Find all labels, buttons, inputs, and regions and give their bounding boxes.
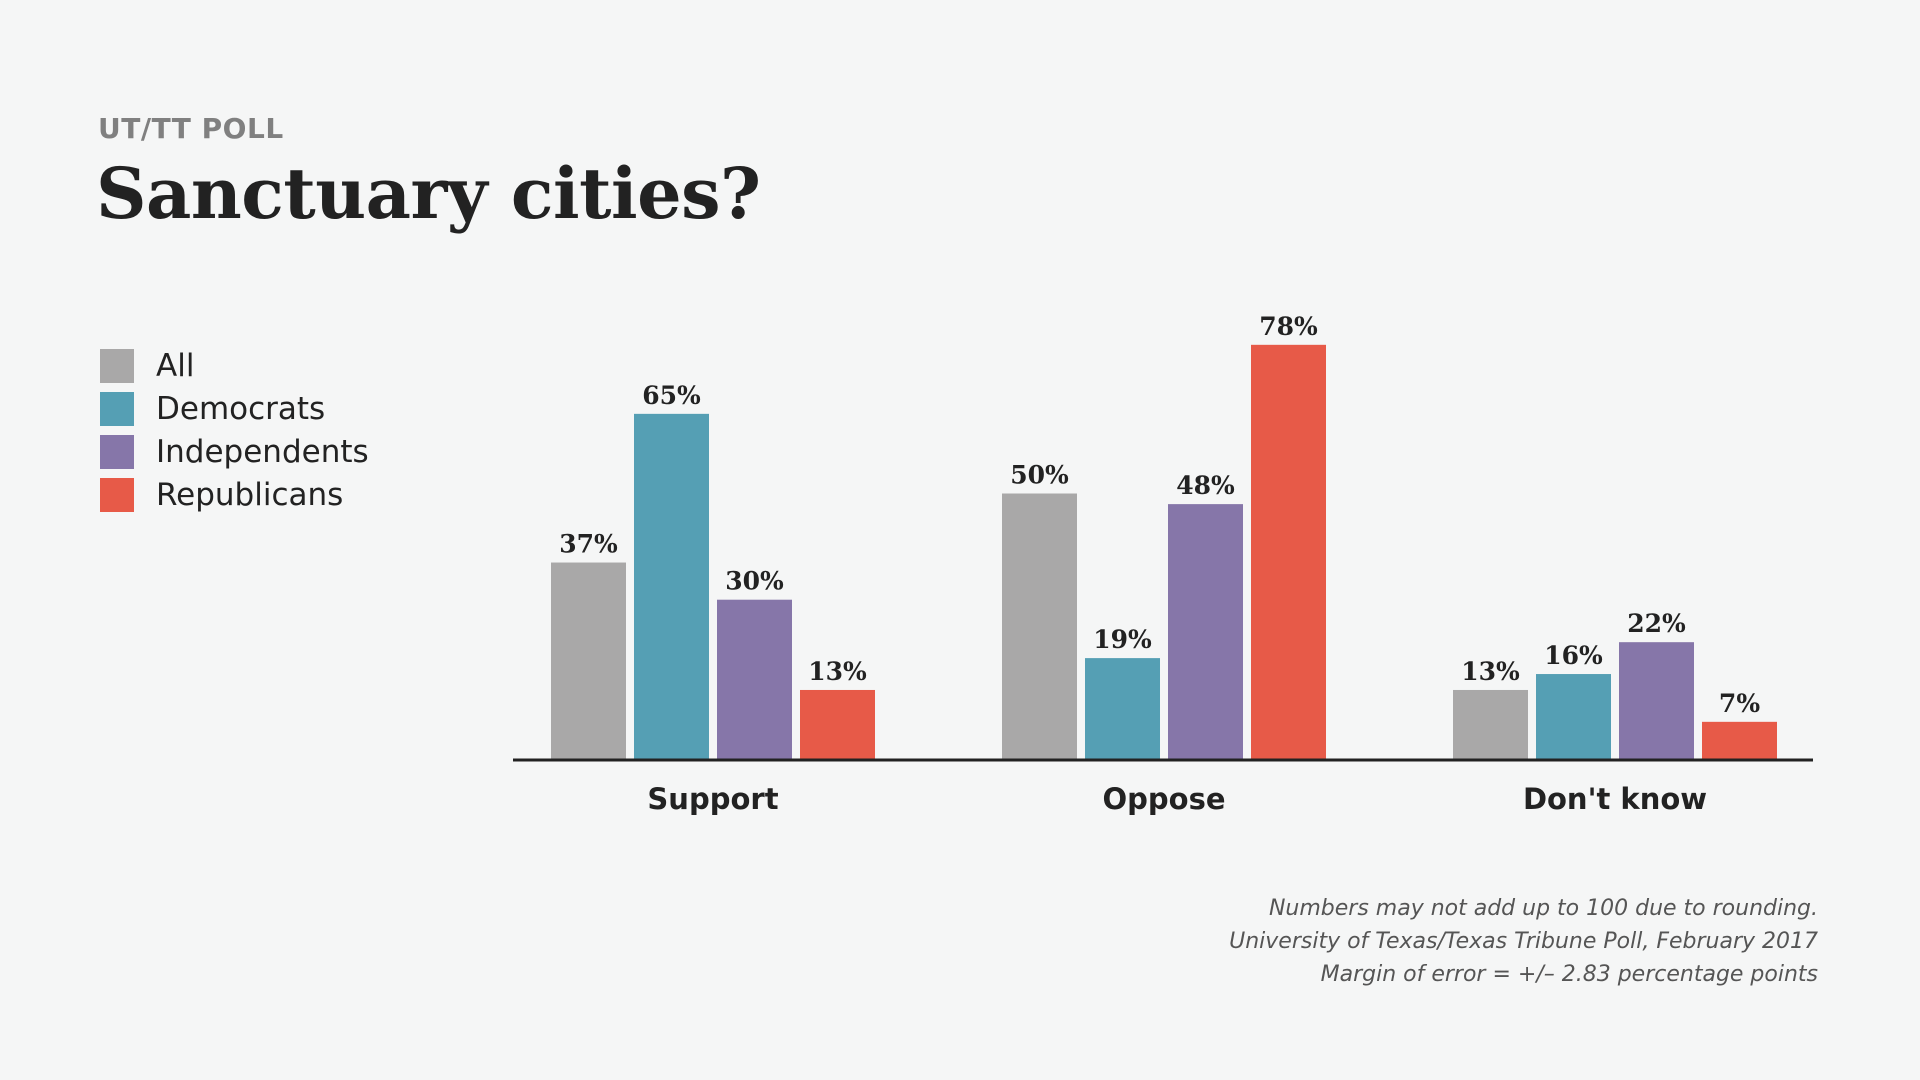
legend-swatch-independents [100,434,134,469]
note-source: University of Texas/Texas Tribune Poll, … [1229,929,1818,954]
bar-support-republicans [800,689,875,759]
legend-swatch-democrats [100,391,134,426]
data-label-don-t-know-democrats: 16% [1544,641,1603,670]
legend-label-independents: Independents [156,433,369,470]
legend-swatch-all [100,348,134,383]
bar-support-democrats [634,413,709,759]
legend-item-independents: Independents [100,430,369,473]
bar-oppose-independents [1168,504,1243,759]
chart-notes: Numbers may not add up to 100 due to rou… [1229,892,1818,991]
data-label-don-t-know-all: 13% [1461,657,1520,686]
data-label-don-t-know-republicans: 7% [1719,689,1760,718]
data-label-support-independents: 30% [725,567,784,596]
data-label-support-democrats: 65% [642,381,701,410]
legend-item-republicans: Republicans [100,473,369,516]
data-label-support-republicans: 13% [808,657,867,686]
category-label-oppose: Oppose [1102,782,1225,816]
legend-label-democrats: Democrats [156,390,326,427]
legend-item-all: All [100,344,369,387]
chart-kicker: UT/TT POLL [98,112,284,145]
note-rounding: Numbers may not add up to 100 due to rou… [1268,896,1818,921]
bar-oppose-all [1002,493,1077,759]
bar-don-t-know-republicans [1702,721,1777,759]
category-label-don-t-know: Don't know [1523,782,1707,816]
legend-label-all: All [156,347,195,384]
chart-title: Sanctuary cities? [96,152,761,235]
bar-support-independents [717,599,792,759]
legend-item-democrats: Democrats [100,387,369,430]
category-label-support: Support [647,782,778,816]
bar-oppose-democrats [1085,658,1160,759]
legend-label-republicans: Republicans [156,476,344,513]
bar-don-t-know-independents [1619,642,1694,759]
legend-swatch-republicans [100,477,134,512]
data-label-support-all: 37% [559,530,618,559]
bar-don-t-know-all [1453,689,1528,759]
data-label-oppose-independents: 48% [1176,471,1235,500]
bar-don-t-know-democrats [1536,674,1611,759]
data-label-don-t-know-independents: 22% [1627,609,1686,638]
data-label-oppose-republicans: 78% [1259,312,1318,341]
data-label-oppose-all: 50% [1010,461,1069,490]
data-label-oppose-democrats: 19% [1093,625,1152,654]
note-margin-of-error: Margin of error = +/– 2.83 percentage po… [1320,962,1818,987]
bar-oppose-republicans [1251,344,1326,759]
legend: All Democrats Independents Republicans [100,344,369,516]
bar-support-all [551,562,626,759]
